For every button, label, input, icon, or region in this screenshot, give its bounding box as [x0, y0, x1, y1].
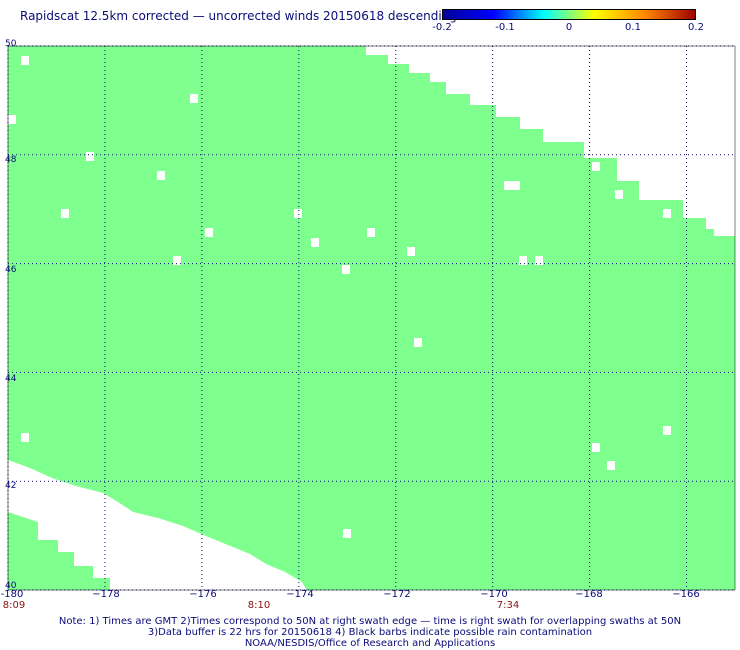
missing-cell	[592, 162, 600, 171]
missing-cell	[343, 529, 351, 538]
lon-label: −176	[189, 589, 217, 600]
colorbar-tick-label: 0	[565, 22, 573, 33]
missing-cell	[519, 256, 527, 265]
missing-cell	[342, 265, 350, 274]
missing-cell	[592, 443, 600, 452]
lat-label-48: 48	[5, 155, 17, 165]
time-label: 7:34	[496, 600, 520, 611]
lat-label-46: 46	[5, 265, 17, 275]
map-title: Rapidscat 12.5km corrected — uncorrected…	[20, 9, 457, 23]
missing-cell	[21, 56, 29, 65]
lon-label: −174	[286, 589, 314, 600]
missing-cell	[504, 181, 512, 190]
lat-label-42: 42	[5, 481, 17, 491]
missing-cell	[615, 190, 623, 199]
missing-cell	[294, 209, 302, 218]
missing-cell	[607, 461, 615, 470]
lower-left-coverage	[8, 512, 110, 590]
missing-cell	[61, 209, 69, 218]
missing-cell	[8, 115, 16, 124]
missing-cell	[205, 228, 213, 237]
footnote-line-3: NOAA/NESDIS/Office of Research and Appli…	[244, 638, 496, 649]
lon-label: −168	[575, 589, 603, 600]
missing-cell	[311, 238, 319, 247]
lon-label: −170	[480, 589, 508, 600]
missing-cell	[407, 247, 415, 256]
missing-cell	[21, 433, 29, 442]
missing-cell	[663, 426, 671, 435]
missing-cell	[190, 94, 198, 103]
colorbar-tick-label: -0.1	[495, 22, 515, 33]
time-label: 8:10	[247, 600, 271, 611]
colorbar-tick-label: 0.2	[688, 22, 704, 33]
missing-cell	[173, 256, 181, 265]
lon-label: −178	[92, 589, 120, 600]
data-gaps	[8, 56, 671, 538]
footnote-line-2: 3)Data buffer is 22 hrs for 20150618 4) …	[147, 627, 593, 638]
lon-label: −166	[672, 589, 700, 600]
lon-label: -180	[0, 589, 24, 600]
missing-cell	[512, 181, 520, 190]
data-region	[8, 46, 735, 592]
lower-coverage	[8, 236, 735, 590]
colorbar-tick-label: 0.1	[625, 22, 641, 33]
missing-cell	[663, 209, 671, 218]
missing-cell	[157, 171, 165, 180]
missing-cell	[367, 228, 375, 237]
lat-label-40: 40	[5, 581, 17, 591]
lat-label-50: 50	[5, 39, 17, 49]
lon-label: −172	[383, 589, 411, 600]
lat-label-44: 44	[5, 374, 17, 384]
colorbar-tick-label: -0.2	[432, 22, 452, 33]
missing-cell	[86, 152, 94, 161]
footnote-line-1: Note: 1) Times are GMT 2)Times correspon…	[58, 616, 682, 627]
missing-cell	[535, 256, 543, 265]
colorbar	[442, 9, 696, 20]
lower-left-gap	[103, 493, 308, 592]
time-label: 8:09	[2, 600, 26, 611]
missing-cell	[414, 338, 422, 347]
map-frame	[7, 45, 736, 591]
